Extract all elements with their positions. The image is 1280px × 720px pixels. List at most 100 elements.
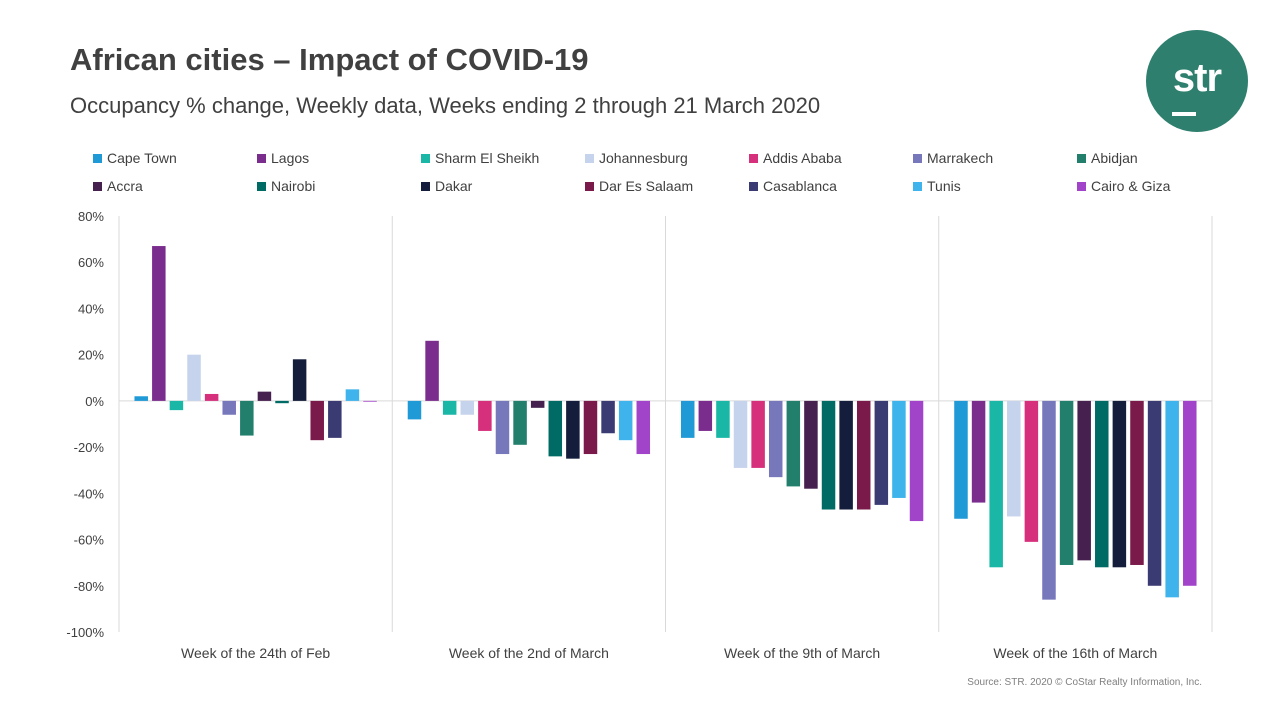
- bar: [1095, 400, 1109, 568]
- bar: [989, 400, 1003, 568]
- legend-label: Cape Town: [107, 150, 177, 166]
- bar: [601, 400, 615, 434]
- bar: [839, 400, 853, 510]
- legend-swatch: [93, 154, 102, 163]
- x-axis-labels: Week of the 24th of Feb Week of the 2nd o…: [181, 645, 1157, 661]
- legend-label: Marrakech: [927, 150, 993, 166]
- y-axis-ticks: 80% 60% 40% 20% 0% -20% -40% -60% -80% -100%: [66, 209, 104, 640]
- bar: [548, 400, 563, 457]
- bar: [292, 359, 307, 401]
- y-tick-label: -80%: [74, 579, 105, 594]
- bar: [134, 396, 148, 401]
- legend-swatch: [421, 182, 430, 191]
- bar: [680, 400, 695, 438]
- legend-label: Abidjan: [1091, 150, 1138, 166]
- bar: [1024, 400, 1039, 542]
- bar: [222, 400, 236, 415]
- logo-underline: [1172, 112, 1196, 116]
- bar: [874, 400, 889, 505]
- bar: [1059, 400, 1074, 565]
- legend-label: Johannesburg: [599, 150, 688, 166]
- bar: [425, 340, 439, 401]
- bar: [618, 400, 633, 441]
- y-tick-label: -60%: [74, 533, 105, 548]
- y-tick-label: -20%: [74, 440, 105, 455]
- bar: [257, 391, 272, 401]
- legend-swatch: [257, 182, 266, 191]
- y-tick-label: -100%: [66, 625, 104, 640]
- bar: [1042, 400, 1056, 600]
- x-tick-label: Week of the 24th of Feb: [181, 645, 330, 661]
- legend-label: Addis Ababa: [763, 150, 842, 166]
- legend-label: Sharm El Sheikh: [435, 150, 539, 166]
- y-tick-label: 40%: [78, 301, 104, 316]
- legend-swatch: [93, 182, 102, 191]
- bars: [134, 246, 1197, 600]
- bar: [971, 400, 986, 503]
- bar: [1147, 400, 1162, 586]
- source-note: Source: STR. 2020 © CoStar Realty Inform…: [967, 677, 1202, 688]
- y-tick-label: 60%: [78, 255, 104, 270]
- bar: [856, 400, 871, 510]
- bar: [1165, 400, 1179, 598]
- bar: [460, 400, 475, 415]
- bar: [169, 400, 184, 411]
- bar: [530, 400, 545, 408]
- str-logo: str: [1146, 30, 1248, 132]
- bar: [716, 400, 730, 438]
- y-tick-label: -40%: [74, 486, 105, 501]
- legend-label: Tunis: [927, 178, 961, 194]
- legend-swatch: [585, 182, 594, 191]
- legend-label: Casablanca: [763, 178, 837, 194]
- bar: [892, 400, 906, 498]
- bar: [1007, 400, 1021, 517]
- bar: [240, 400, 254, 436]
- x-tick-label: Week of the 9th of March: [724, 645, 880, 661]
- bar: [698, 400, 713, 431]
- bar: [275, 400, 289, 404]
- bar: [478, 400, 492, 431]
- legend-swatch: [749, 154, 758, 163]
- legend-swatch: [1077, 154, 1086, 163]
- legend-label: Accra: [107, 178, 143, 194]
- bar: [1130, 400, 1144, 565]
- legend-swatch: [421, 154, 430, 163]
- bar: [152, 246, 166, 401]
- legend-label: Nairobi: [271, 178, 315, 194]
- category-separators: [118, 216, 1213, 632]
- legend-swatch: [913, 182, 922, 191]
- chart-subtitle: Occupancy % change, Weekly data, Weeks e…: [70, 93, 821, 118]
- legend-swatch: [257, 154, 266, 163]
- y-tick-label: 0%: [85, 394, 104, 409]
- chart-title: African cities – Impact of COVID-19: [70, 42, 589, 77]
- bar: [636, 400, 651, 455]
- bar: [768, 400, 783, 478]
- legend-label: Lagos: [271, 150, 309, 166]
- bar: [495, 400, 510, 455]
- bar: [328, 400, 342, 438]
- bar: [909, 400, 924, 522]
- legend-swatch: [913, 154, 922, 163]
- bar: [821, 400, 836, 510]
- bar: [310, 400, 324, 441]
- legend-swatch: [585, 154, 594, 163]
- bar: [954, 400, 968, 519]
- bar: [733, 400, 748, 468]
- bar: [1077, 400, 1091, 561]
- bar: [204, 393, 219, 401]
- x-tick-label: Week of the 16th of March: [993, 645, 1157, 661]
- x-tick-label: Week of the 2nd of March: [449, 645, 609, 661]
- legend-swatch: [749, 182, 758, 191]
- legend-label: Dar Es Salaam: [599, 178, 693, 194]
- logo-text: str: [1172, 56, 1222, 100]
- bar: [786, 400, 801, 487]
- bar: [566, 400, 580, 459]
- bar: [407, 400, 422, 420]
- bar: [804, 400, 818, 489]
- bar: [442, 400, 457, 415]
- bar: [187, 354, 201, 401]
- y-tick-label: 80%: [78, 209, 104, 224]
- bar: [363, 400, 377, 402]
- bar: [513, 400, 527, 445]
